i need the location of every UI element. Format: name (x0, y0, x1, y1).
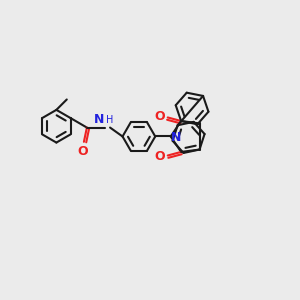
Text: O: O (154, 110, 165, 123)
Text: N: N (93, 113, 104, 126)
Text: O: O (154, 150, 165, 163)
Text: O: O (77, 146, 88, 158)
Text: N: N (171, 130, 182, 144)
Text: H: H (106, 115, 113, 124)
